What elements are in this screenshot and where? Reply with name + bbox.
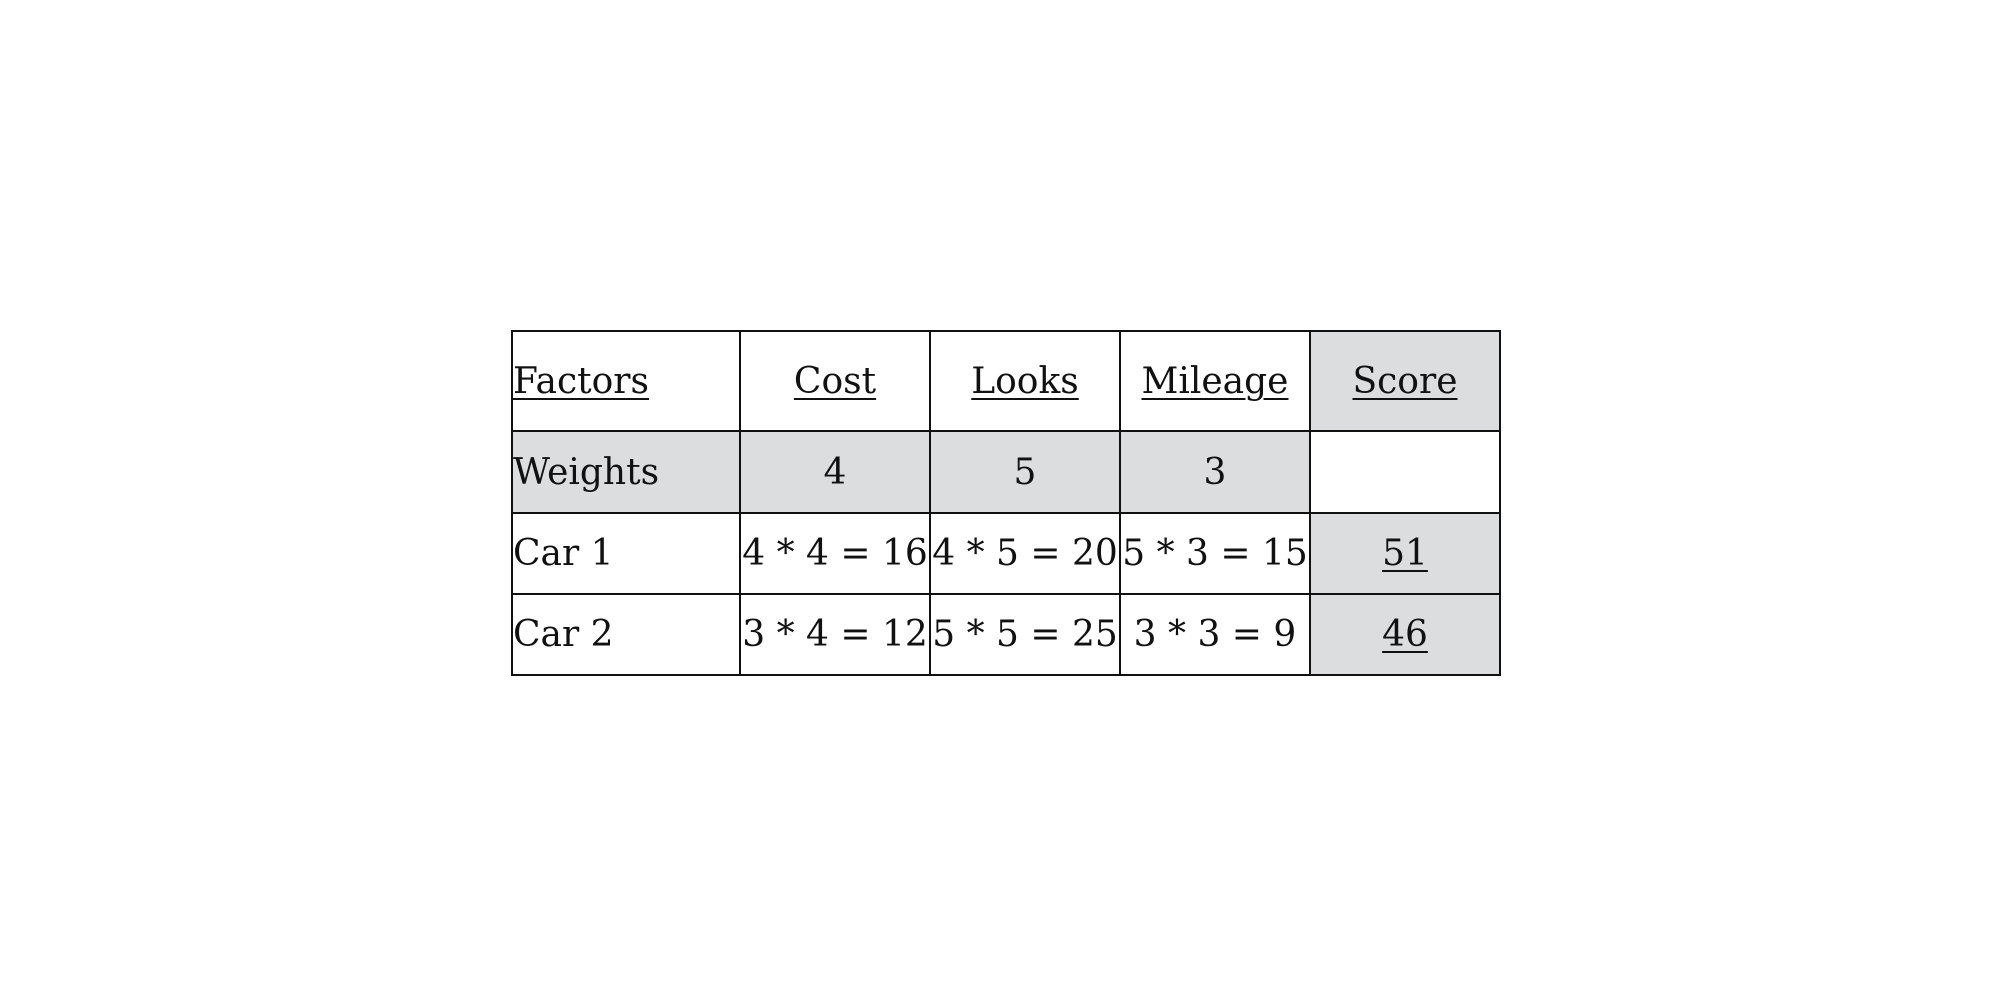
car-1-score-text: 51 (1382, 533, 1428, 574)
header-cell-factors: Factors (511, 330, 741, 432)
car-2-score-text: 46 (1382, 614, 1428, 655)
car-2-looks-cell: 5 * 5 = 25 (929, 593, 1121, 676)
weights-label-cell: Weights (511, 430, 741, 514)
header-cell-score: Score (1309, 330, 1501, 432)
decision-matrix-table: Factors Cost Looks Mileage Score Weights… (511, 330, 1501, 676)
header-score-text: Score (1352, 360, 1458, 402)
header-cost-text: Cost (793, 360, 877, 402)
weights-row: Weights 4 5 3 (511, 430, 1501, 514)
table-row: Car 2 3 * 4 = 12 5 * 5 = 25 3 * 3 = 9 46 (511, 593, 1501, 676)
car-1-score-cell: 51 (1309, 512, 1501, 595)
car-1-looks-cell: 4 * 5 = 20 (929, 512, 1121, 595)
header-factors-text: Factors (513, 360, 649, 402)
car-2-label-cell: Car 2 (511, 593, 741, 676)
weight-mileage-cell: 3 (1119, 430, 1311, 514)
header-mileage-text: Mileage (1141, 360, 1289, 402)
table-row: Car 1 4 * 4 = 16 4 * 5 = 20 5 * 3 = 15 5… (511, 512, 1501, 595)
car-2-cost-cell: 3 * 4 = 12 (739, 593, 931, 676)
car-1-mileage-cell: 5 * 3 = 15 (1119, 512, 1311, 595)
weight-looks-cell: 5 (929, 430, 1121, 514)
header-cell-mileage: Mileage (1119, 330, 1311, 432)
header-cell-looks: Looks (929, 330, 1121, 432)
header-row: Factors Cost Looks Mileage Score (511, 330, 1501, 432)
car-1-label-cell: Car 1 (511, 512, 741, 595)
car-2-mileage-cell: 3 * 3 = 9 (1119, 593, 1311, 676)
header-cell-cost: Cost (739, 330, 931, 432)
weights-score-cell (1309, 430, 1501, 514)
weight-cost-cell: 4 (739, 430, 931, 514)
car-1-cost-cell: 4 * 4 = 16 (739, 512, 931, 595)
header-looks-text: Looks (971, 360, 1079, 402)
car-2-score-cell: 46 (1309, 593, 1501, 676)
